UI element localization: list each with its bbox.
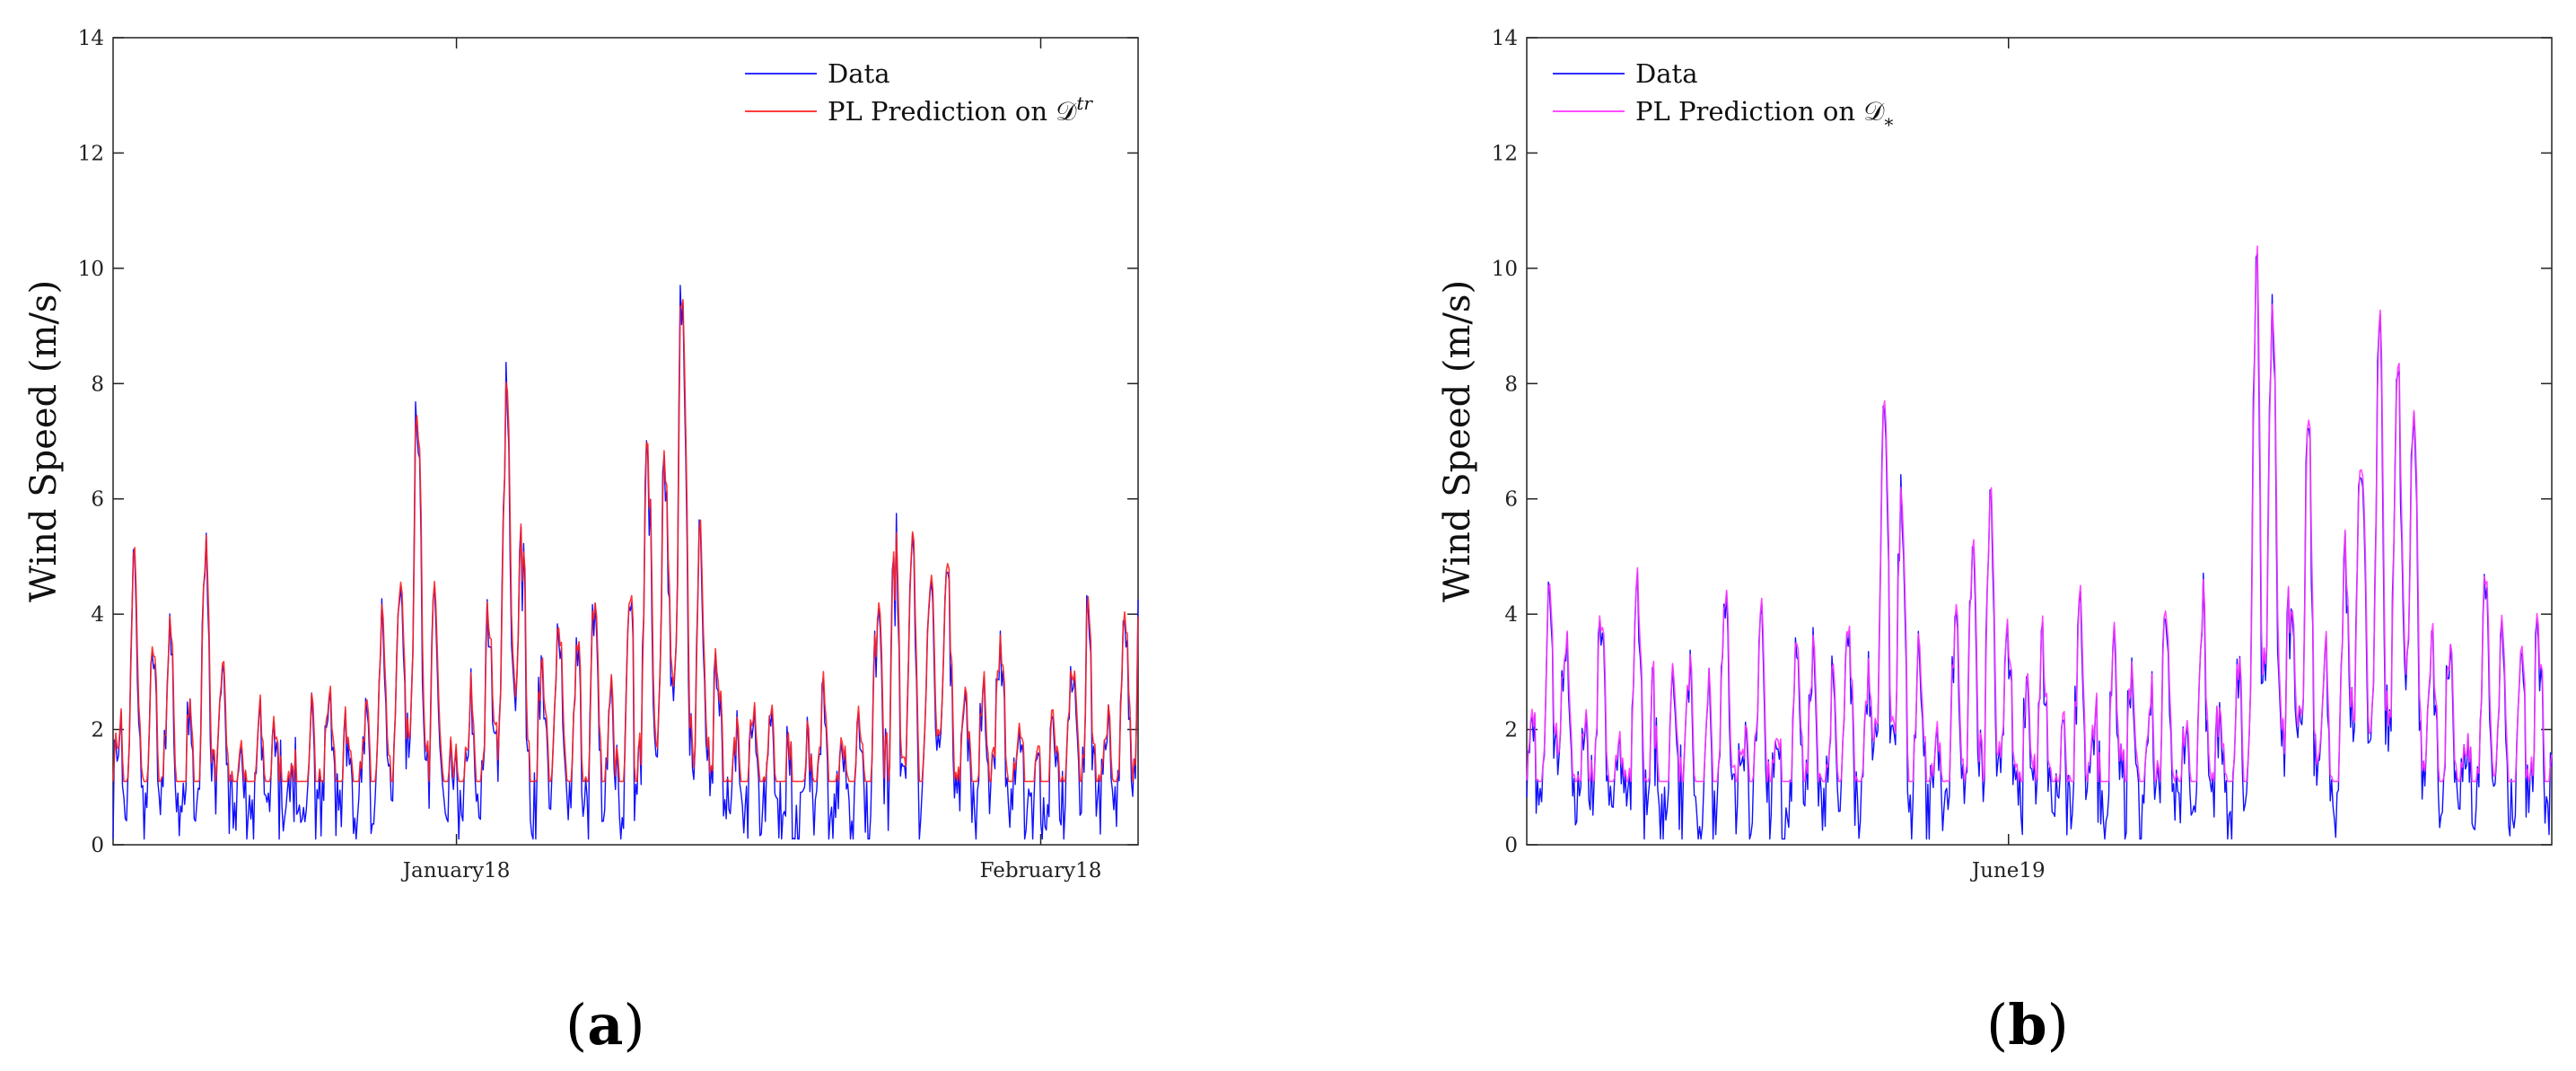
y-tick-label: 6 bbox=[1504, 488, 1518, 512]
y-tick-label: 10 bbox=[78, 258, 104, 281]
chart-panel-a: 0 2 4 6 8 10 12 14 January18 February18 Wind Speed… bbox=[23, 27, 1139, 882]
y-tick-label: 6 bbox=[91, 488, 104, 512]
series-line-data bbox=[1526, 253, 2553, 840]
legend-label-prediction: PL Prediction on 𝒟* bbox=[1635, 96, 1893, 136]
y-tick-label: 0 bbox=[91, 834, 104, 857]
plot-area-frame bbox=[1526, 37, 2553, 846]
y-tick-label: 0 bbox=[1504, 834, 1518, 857]
y-tick-label: 2 bbox=[91, 719, 104, 742]
y-tick-label: 10 bbox=[1492, 258, 1518, 281]
y-tick-label: 14 bbox=[78, 27, 104, 50]
y-tick-label: 8 bbox=[1504, 373, 1518, 396]
caption-a: (a) bbox=[565, 992, 645, 1058]
plot-area-frame bbox=[112, 37, 1139, 846]
legend: Data PL Prediction on 𝒟* bbox=[1553, 58, 1893, 136]
y-axis-label: Wind Speed (m/s) bbox=[23, 280, 65, 602]
chart-panel-b: 0 2 4 6 8 10 12 14 June19 Wind Speed (m/s) Data PL … bbox=[1437, 27, 2553, 882]
x-tick-label: June19 bbox=[1970, 859, 2046, 882]
x-tick-label: January18 bbox=[401, 859, 511, 882]
y-tick-label: 2 bbox=[1504, 719, 1518, 742]
y-axis-label: Wind Speed (m/s) bbox=[1437, 280, 1478, 602]
legend-label-prediction: PL Prediction on 𝒟tr bbox=[828, 92, 1093, 127]
series-line-prediction bbox=[112, 299, 1139, 783]
y-tick-label: 12 bbox=[78, 142, 104, 165]
series-line-prediction bbox=[1526, 245, 2553, 783]
caption-b: (b) bbox=[1986, 992, 2069, 1058]
y-tick-label: 14 bbox=[1492, 27, 1518, 50]
y-tick-label: 4 bbox=[91, 603, 104, 627]
y-tick-label: 4 bbox=[1504, 603, 1518, 627]
y-tick-label: 8 bbox=[91, 373, 104, 396]
legend-label-data: Data bbox=[1635, 58, 1697, 89]
legend-label-data: Data bbox=[828, 58, 889, 89]
y-tick-label: 12 bbox=[1492, 142, 1518, 165]
x-tick-label: February18 bbox=[980, 859, 1102, 882]
